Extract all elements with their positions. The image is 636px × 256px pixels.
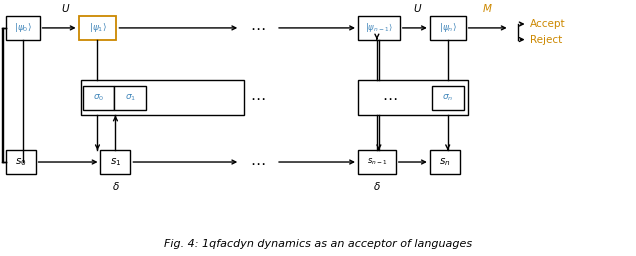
Bar xyxy=(78,16,116,40)
Bar xyxy=(358,80,467,115)
Text: $\delta$: $\delta$ xyxy=(373,179,381,191)
Bar xyxy=(100,150,130,174)
Text: $\delta$: $\delta$ xyxy=(111,179,120,191)
Text: Fig. 4: 1qfacdyn dynamics as an acceptor of languages: Fig. 4: 1qfacdyn dynamics as an acceptor… xyxy=(164,239,472,250)
Bar xyxy=(114,86,146,110)
Text: $\sigma_0$: $\sigma_0$ xyxy=(93,93,104,103)
Bar xyxy=(432,86,464,110)
Text: $\sigma_1$: $\sigma_1$ xyxy=(125,93,136,103)
Bar xyxy=(6,16,39,40)
Bar xyxy=(83,86,114,110)
Bar xyxy=(358,150,396,174)
Text: $U$: $U$ xyxy=(413,2,422,14)
Text: $M$: $M$ xyxy=(482,2,493,14)
Text: $U$: $U$ xyxy=(61,2,70,14)
Text: $\cdots$: $\cdots$ xyxy=(251,90,266,105)
Text: $\cdots$: $\cdots$ xyxy=(382,90,398,105)
Bar xyxy=(358,16,400,40)
Bar xyxy=(430,16,466,40)
Text: Reject: Reject xyxy=(530,35,562,45)
Text: $\cdots$: $\cdots$ xyxy=(251,155,266,169)
Text: $\cdots$: $\cdots$ xyxy=(251,20,266,35)
Text: $|\psi_{n-1}\rangle$: $|\psi_{n-1}\rangle$ xyxy=(365,22,393,34)
Text: $s_{n-1}$: $s_{n-1}$ xyxy=(367,157,387,167)
Text: Accept: Accept xyxy=(530,19,565,29)
Text: $|\psi_1\rangle$: $|\psi_1\rangle$ xyxy=(88,22,106,34)
Text: $s_n$: $s_n$ xyxy=(439,156,450,168)
Text: $|\psi_n\rangle$: $|\psi_n\rangle$ xyxy=(439,22,457,34)
Text: $|\psi_0\rangle$: $|\psi_0\rangle$ xyxy=(14,22,32,34)
Text: $s_0$: $s_0$ xyxy=(15,156,27,168)
Bar xyxy=(81,80,244,115)
Bar xyxy=(430,150,460,174)
Text: $s_1$: $s_1$ xyxy=(110,156,121,168)
Bar xyxy=(6,150,36,174)
Text: $\sigma_n$: $\sigma_n$ xyxy=(442,93,453,103)
